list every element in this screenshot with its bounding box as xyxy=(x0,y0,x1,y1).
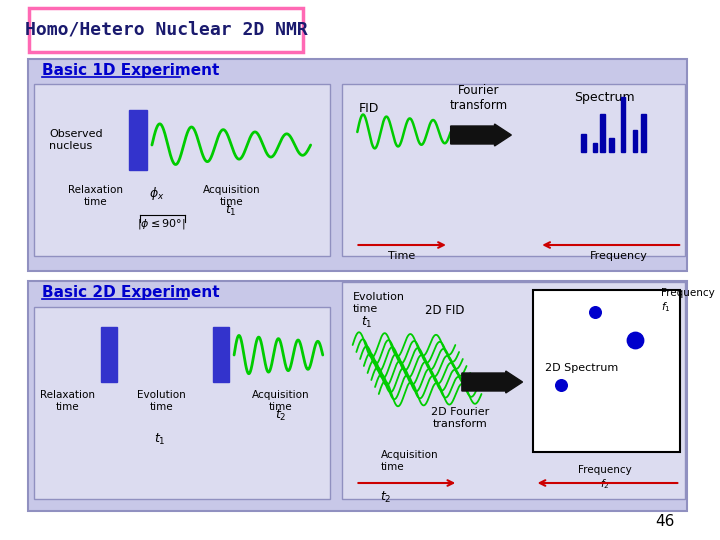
Bar xyxy=(593,143,597,152)
Bar xyxy=(600,114,605,152)
Bar xyxy=(101,327,117,382)
Bar xyxy=(621,97,625,152)
Bar xyxy=(609,138,614,152)
Text: $t_1$: $t_1$ xyxy=(361,315,372,330)
Text: Evolution
time: Evolution time xyxy=(353,292,405,314)
Text: Frequency: Frequency xyxy=(590,251,647,261)
Text: Spectrum: Spectrum xyxy=(575,91,635,105)
Text: Homo/Hetero Nuclear 2D NMR: Homo/Hetero Nuclear 2D NMR xyxy=(24,21,307,39)
Text: Basic 2D Experiment: Basic 2D Experiment xyxy=(42,285,220,300)
FancyArrow shape xyxy=(451,124,511,146)
Text: Frequency
$f_2$: Frequency $f_2$ xyxy=(578,465,631,491)
Text: Acquisition
time: Acquisition time xyxy=(381,450,438,472)
Text: $t_2$: $t_2$ xyxy=(275,408,287,423)
Text: $t_1$: $t_1$ xyxy=(153,432,165,447)
Text: Observed
nucleus: Observed nucleus xyxy=(49,129,103,151)
Point xyxy=(630,336,642,345)
Text: $t_1$: $t_1$ xyxy=(225,203,237,218)
Text: Acquisition
time: Acquisition time xyxy=(252,390,310,411)
FancyBboxPatch shape xyxy=(343,84,685,256)
Bar xyxy=(129,110,148,170)
Text: Acquisition
time: Acquisition time xyxy=(202,185,260,207)
Text: FID: FID xyxy=(359,102,379,114)
FancyBboxPatch shape xyxy=(29,8,303,52)
Text: 2D Spectrum: 2D Spectrum xyxy=(545,363,618,373)
FancyBboxPatch shape xyxy=(28,59,687,271)
Bar xyxy=(641,114,646,152)
Text: Evolution
time: Evolution time xyxy=(137,390,186,411)
Text: $\phi_x$: $\phi_x$ xyxy=(149,185,164,202)
Text: $t_2$: $t_2$ xyxy=(379,490,391,505)
FancyArrow shape xyxy=(462,371,523,393)
FancyBboxPatch shape xyxy=(35,307,330,499)
Text: $|\phi{\leq}90°|$: $|\phi{\leq}90°|$ xyxy=(137,217,186,231)
Bar xyxy=(533,290,680,452)
Point xyxy=(590,308,601,316)
Text: 2D Fourier
transform: 2D Fourier transform xyxy=(431,407,489,429)
Text: Relaxation
time: Relaxation time xyxy=(68,185,123,207)
Bar xyxy=(633,130,637,152)
FancyBboxPatch shape xyxy=(343,282,685,499)
Text: Relaxation
time: Relaxation time xyxy=(40,390,96,411)
Text: 2D FID: 2D FID xyxy=(425,303,464,316)
FancyBboxPatch shape xyxy=(28,281,687,511)
Point xyxy=(555,381,567,389)
Text: Time: Time xyxy=(389,251,415,261)
Bar xyxy=(212,327,230,382)
Text: Fourier
transform: Fourier transform xyxy=(449,84,508,112)
Text: Frequency
$f_1$: Frequency $f_1$ xyxy=(661,288,714,314)
FancyBboxPatch shape xyxy=(35,84,330,256)
Text: 46: 46 xyxy=(655,515,675,530)
Bar xyxy=(581,134,586,152)
Text: Basic 1D Experiment: Basic 1D Experiment xyxy=(42,63,219,78)
